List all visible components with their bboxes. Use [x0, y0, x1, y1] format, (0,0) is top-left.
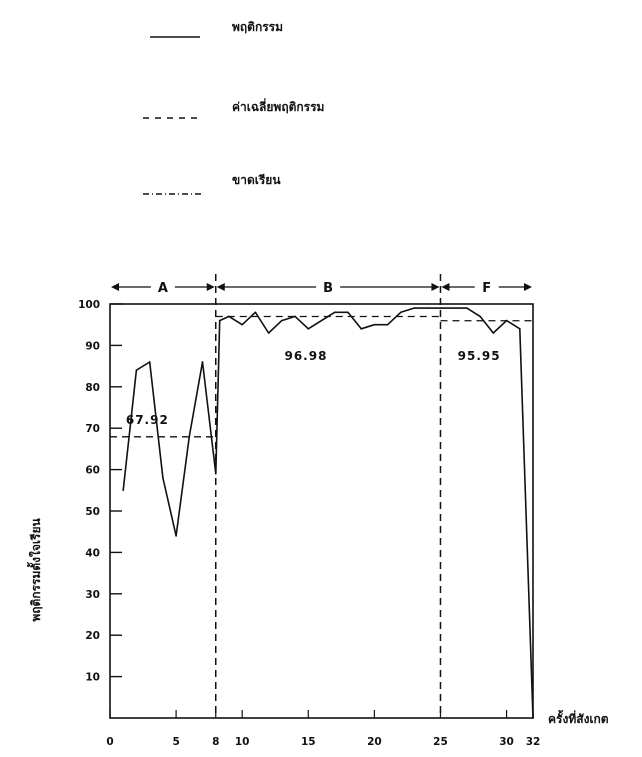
x-tick-label: 20	[367, 736, 382, 748]
data-point	[505, 319, 508, 322]
data-point	[400, 311, 402, 314]
x-tick-label: 25	[433, 736, 448, 748]
plot-frame	[109, 303, 534, 719]
legend-label-behavior: พฤติกรรม	[232, 20, 283, 34]
x-tick-label: 10	[235, 736, 250, 748]
y-tick-label: 60	[85, 465, 100, 477]
x-tick-label: 5	[172, 736, 179, 748]
arrowhead-left	[441, 283, 450, 291]
data-point	[452, 307, 455, 309]
y-tick-label: 90	[85, 340, 100, 352]
arrowhead-left	[216, 283, 225, 291]
x-tick-label: 30	[499, 736, 514, 748]
data-point	[347, 311, 349, 314]
data-point	[492, 332, 495, 334]
y-tick-label: 100	[78, 299, 100, 311]
arrowhead-right	[524, 283, 532, 291]
x-axis-title: ครั้งที่สังเกต	[548, 709, 609, 726]
data-point	[254, 311, 257, 314]
data-point	[466, 307, 468, 309]
x-tick-label: 0	[106, 736, 113, 748]
arrowhead-left	[111, 283, 119, 291]
legend-label-mean: ค่าเฉลี่ยพฤติกรรม	[232, 98, 324, 114]
mean-label-b: 96.98	[284, 349, 327, 363]
data-point	[175, 535, 177, 537]
mean-label-a: 67.92	[126, 413, 169, 427]
data-point	[413, 307, 415, 309]
data-point	[135, 369, 138, 372]
legend-label-absent: ขาดเรียน	[232, 173, 281, 187]
x-tick-label: 32	[526, 736, 541, 748]
data-point	[532, 717, 534, 719]
data-point	[122, 489, 125, 492]
data-point	[294, 315, 296, 318]
data-point	[307, 328, 310, 330]
x-tick-label: 15	[301, 736, 316, 748]
y-tick-label: 80	[85, 382, 100, 394]
mean-label-f: 95.95	[458, 349, 501, 363]
y-axis-title: พฤติกรรมตั้งใจเรียน	[26, 518, 43, 622]
y-tick-label: 40	[85, 547, 100, 559]
plot-area: 10 20 30 40 50 60 70 80 90 100 0 5 8 10 15 20 25 30 32 67.9…	[78, 274, 540, 748]
data-point	[518, 328, 521, 330]
y-tick-label: 50	[85, 506, 100, 518]
phase-label: F	[482, 281, 491, 296]
legend: พฤติกรรม ค่าเฉลี่ยพฤติกรรม ขาดเรียน	[143, 20, 324, 195]
data-point	[439, 307, 442, 309]
y-tick-label: 30	[85, 589, 100, 601]
y-tick-label: 70	[85, 423, 100, 435]
data-point	[373, 323, 376, 326]
y-tick-label: 20	[85, 630, 100, 642]
data-point	[267, 332, 270, 334]
data-point	[162, 477, 164, 479]
data-point	[218, 319, 221, 322]
data-point	[281, 319, 283, 322]
arrowhead-right	[206, 283, 215, 291]
phase-label: B	[323, 281, 333, 296]
data-point	[426, 307, 429, 309]
data-point	[479, 315, 481, 318]
data-point	[360, 328, 362, 330]
series-line	[122, 307, 534, 719]
data-point	[214, 472, 217, 475]
data-point	[188, 435, 191, 438]
data-point	[320, 319, 323, 322]
data-point	[228, 315, 230, 318]
y-tick-label: 10	[85, 672, 100, 684]
data-point	[201, 361, 204, 363]
data-point	[333, 311, 336, 314]
data-point	[241, 323, 243, 326]
x-tick-label: 8	[212, 736, 219, 748]
arrowhead-right	[431, 283, 440, 291]
data-point	[148, 361, 151, 363]
phase-label: A	[158, 281, 168, 296]
data-point	[386, 323, 389, 326]
